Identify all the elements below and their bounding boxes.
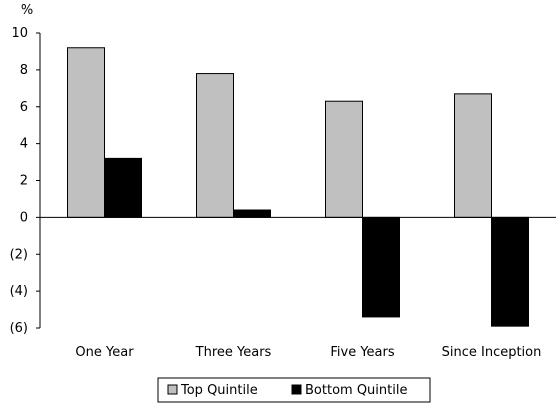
y-tick-label: (4) [10, 284, 28, 299]
y-axis: 10 8 6 4 2 0 (2) (4) (6) [10, 26, 41, 336]
bars [67, 47, 529, 327]
y-tick-label: 2 [20, 174, 28, 189]
legend-label: Top Quintile [180, 383, 258, 398]
bar-bottom-quintile [362, 216, 400, 318]
bar-top-quintile [196, 73, 234, 218]
x-axis: One Year Three Years Five Years Since Incep… [40, 216, 556, 360]
x-category-label: One Year [75, 345, 134, 360]
bar-top-quintile [67, 47, 105, 218]
y-tick-label: 4 [20, 137, 28, 152]
x-category-label: Three Years [195, 345, 272, 360]
bar-top-quintile [325, 100, 363, 218]
bar-bottom-quintile [104, 157, 142, 218]
bar-top-quintile [454, 93, 492, 218]
legend-swatch [291, 384, 302, 395]
y-tick-label: 0 [20, 210, 28, 225]
bar-bottom-quintile [233, 209, 271, 218]
y-tick-label: 6 [20, 100, 28, 115]
y-tick-label: 8 [20, 63, 28, 78]
bar-bottom-quintile [491, 216, 529, 327]
legend: Top Quintile Bottom Quintile [157, 377, 431, 403]
y-tick-label: 10 [11, 26, 28, 41]
legend-label: Bottom Quintile [305, 383, 407, 398]
y-tick-label: (6) [10, 321, 28, 336]
x-category-label: Five Years [330, 345, 394, 360]
y-unit-label: % [21, 3, 33, 18]
x-category-label: Since Inception [442, 345, 542, 360]
legend-swatch [167, 384, 178, 395]
y-tick-label: (2) [10, 247, 28, 262]
